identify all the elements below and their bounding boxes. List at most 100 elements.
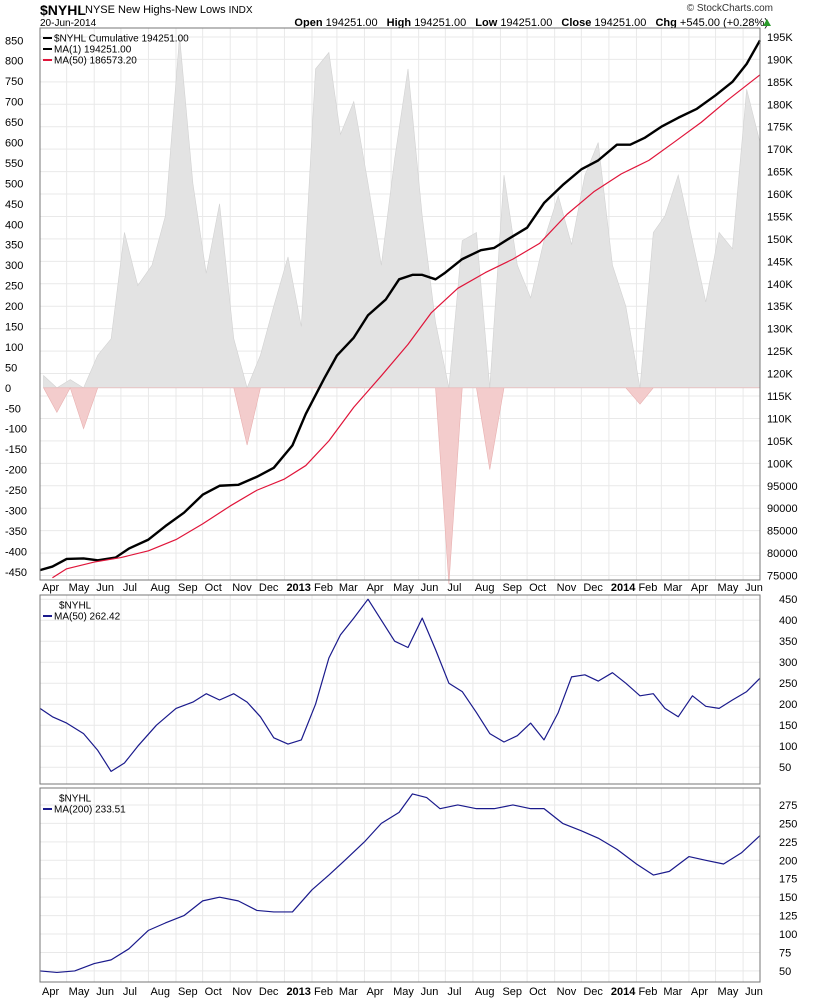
right-axis-tick-label: 75: [779, 947, 791, 959]
description-text: NYSE New Highs-New Lows: [85, 4, 226, 16]
right-axis-tick-label: 50: [779, 966, 791, 978]
right-axis-tick-label: 100: [779, 741, 797, 753]
right-axis-tick-label: 100: [779, 929, 797, 941]
right-axis-tick-label: 50: [779, 762, 791, 774]
right-axis-tick-label: 110K: [767, 413, 793, 425]
x-axis-label-main: Jul: [123, 582, 137, 594]
chart-date: 20-Jun-2014: [40, 18, 97, 29]
left-axis-tick-label: -50: [5, 403, 21, 415]
right-axis-tick-label: 350: [779, 636, 797, 648]
brand-label: © StockCharts.com: [686, 3, 773, 14]
right-axis-tick-label: 150K: [767, 234, 793, 246]
left-axis-tick-label: 550: [5, 158, 23, 170]
x-axis-label-bottom: 2014: [611, 986, 636, 998]
right-axis-tick-label: 185K: [767, 77, 793, 89]
panel-frame: [39, 787, 761, 983]
chg-value: +545.00 (+0.28%): [679, 17, 768, 29]
right-axis-tick-label: 90000: [767, 503, 798, 515]
right-axis-tick-label: 195K: [767, 32, 793, 44]
x-axis-label-bottom: May: [393, 986, 414, 998]
right-axis-tick-label: 175: [779, 874, 797, 886]
x-axis-label-main: Dec: [583, 582, 603, 594]
x-axis-label-bottom: May: [69, 986, 90, 998]
left-axis-tick-label: 450: [5, 199, 23, 211]
x-axis-label-main: Sep: [178, 582, 198, 594]
chg-label: Chg: [655, 17, 677, 29]
panel-frame: [39, 594, 761, 785]
x-axis-label-main: Apr: [42, 582, 59, 594]
up-arrow-icon: [763, 19, 771, 26]
close-label: Close: [561, 17, 592, 29]
x-axis-label-main: Mar: [339, 582, 358, 594]
x-axis-label-main: Jul: [447, 582, 461, 594]
right-axis-tick-label: 300: [779, 657, 797, 669]
x-axis-label-bottom: Jun: [421, 986, 439, 998]
right-axis-tick-label: 150: [779, 892, 797, 904]
x-axis-label-main: Apr: [366, 582, 383, 594]
left-axis-tick-label: 150: [5, 321, 23, 333]
x-axis-label-main: Mar: [663, 582, 682, 594]
left-axis-tick-label: -100: [5, 424, 27, 436]
x-axis-label-bottom: Sep: [502, 986, 522, 998]
open-value: 194251.00: [325, 17, 378, 29]
x-axis-label-main: Nov: [557, 582, 577, 594]
left-axis-tick-label: 300: [5, 260, 23, 272]
histogram-negative-area: [43, 387, 760, 585]
left-axis-tick-label: 350: [5, 240, 23, 252]
low-value: 194251.00: [500, 17, 553, 29]
right-axis-tick-label: 150: [779, 720, 797, 732]
legend-label: MA(1) 194251.00: [54, 45, 132, 56]
left-axis-tick-label: -450: [5, 567, 27, 579]
legend-label: $NYHL: [59, 794, 92, 805]
left-axis-tick-label: -300: [5, 505, 27, 517]
x-axis-label-main: Feb: [314, 582, 333, 594]
x-axis-label-bottom: Jul: [123, 986, 137, 998]
left-axis-tick-label: 200: [5, 301, 23, 313]
x-axis-label-bottom: Sep: [178, 986, 198, 998]
left-axis-tick-label: 700: [5, 97, 23, 109]
symbol-title: $NYHL: [40, 2, 86, 18]
ma50-line: [52, 74, 761, 579]
left-axis-tick-label: 100: [5, 342, 23, 354]
right-axis-tick-label: 200: [779, 699, 797, 711]
left-axis-tick-label: -250: [5, 485, 27, 497]
left-axis-tick-label: 50: [5, 362, 17, 374]
left-axis-tick-label: 650: [5, 117, 23, 129]
x-axis-label-main: Sep: [502, 582, 522, 594]
right-axis-tick-label: 155K: [767, 211, 793, 223]
ma50-blue-line: [39, 598, 761, 773]
right-axis-tick-label: 125: [779, 911, 797, 923]
x-axis-label-bottom: Nov: [557, 986, 577, 998]
x-axis-label-main: Aug: [475, 582, 495, 594]
ohlc-readout: Open 194251.00 High 194251.00 Low 194251…: [288, 17, 768, 29]
panel-frame: [39, 27, 761, 581]
right-axis-tick-label: 275: [779, 800, 797, 812]
x-axis-label-bottom: Dec: [583, 986, 603, 998]
right-axis-tick-label: 100K: [767, 458, 793, 470]
close-value: 194251.00: [594, 17, 647, 29]
legend-label: MA(200) 233.51: [54, 805, 126, 816]
right-axis-tick-label: 250: [779, 818, 797, 830]
left-axis-tick-label: 600: [5, 137, 23, 149]
right-axis-tick-label: 450: [779, 594, 797, 606]
right-axis-tick-label: 160K: [767, 189, 793, 201]
x-axis-label-bottom: Jun: [745, 986, 763, 998]
right-axis-tick-label: 175K: [767, 122, 793, 134]
x-axis-label-main: Aug: [150, 582, 170, 594]
x-axis-label-main: May: [69, 582, 90, 594]
x-axis-label-bottom: Apr: [42, 986, 59, 998]
right-axis-tick-label: 75000: [767, 571, 798, 583]
x-axis-label-main: 2013: [286, 582, 310, 594]
ma200-blue-line: [39, 793, 761, 974]
legend-label: $NYHL Cumulative 194251.00: [54, 34, 189, 45]
right-axis-tick-label: 135K: [767, 301, 793, 313]
x-axis-label-bottom: Oct: [529, 986, 546, 998]
right-axis-tick-label: 130K: [767, 324, 793, 336]
left-axis-tick-label: -200: [5, 465, 27, 477]
x-axis-label-bottom: Aug: [150, 986, 170, 998]
x-axis-label-main: Feb: [638, 582, 657, 594]
x-axis-label-bottom: Jul: [447, 986, 461, 998]
legend-label: MA(50) 262.42: [54, 612, 121, 623]
left-axis-tick-label: 850: [5, 35, 23, 47]
high-label: High: [386, 17, 412, 29]
